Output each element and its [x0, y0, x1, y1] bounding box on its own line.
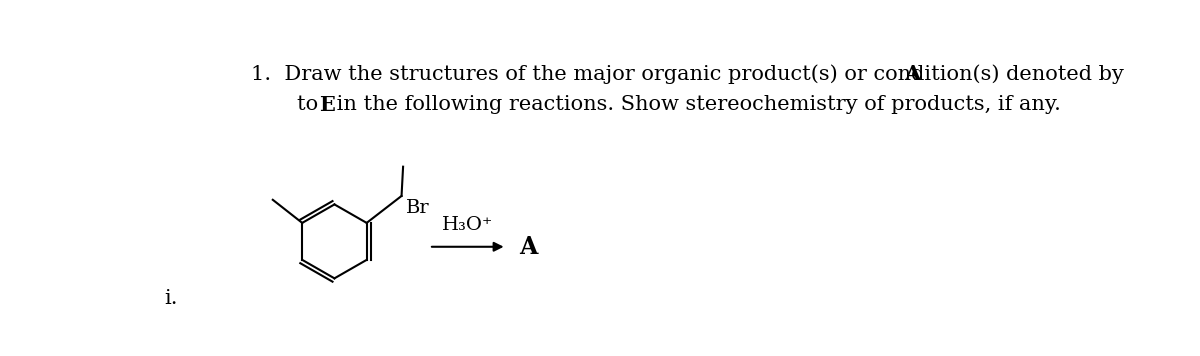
- Text: A: A: [904, 64, 920, 84]
- Text: to: to: [298, 95, 325, 114]
- Text: 1.  Draw the structures of the major organic product(s) or condition(s) denoted : 1. Draw the structures of the major orga…: [251, 64, 1130, 84]
- Text: in the following reactions. Show stereochemistry of products, if any.: in the following reactions. Show stereoc…: [330, 95, 1061, 114]
- Text: Br: Br: [406, 199, 430, 217]
- Text: i.: i.: [164, 289, 178, 308]
- Text: A: A: [518, 235, 538, 259]
- Text: H₃O⁺: H₃O⁺: [442, 216, 493, 235]
- Text: E: E: [319, 95, 335, 115]
